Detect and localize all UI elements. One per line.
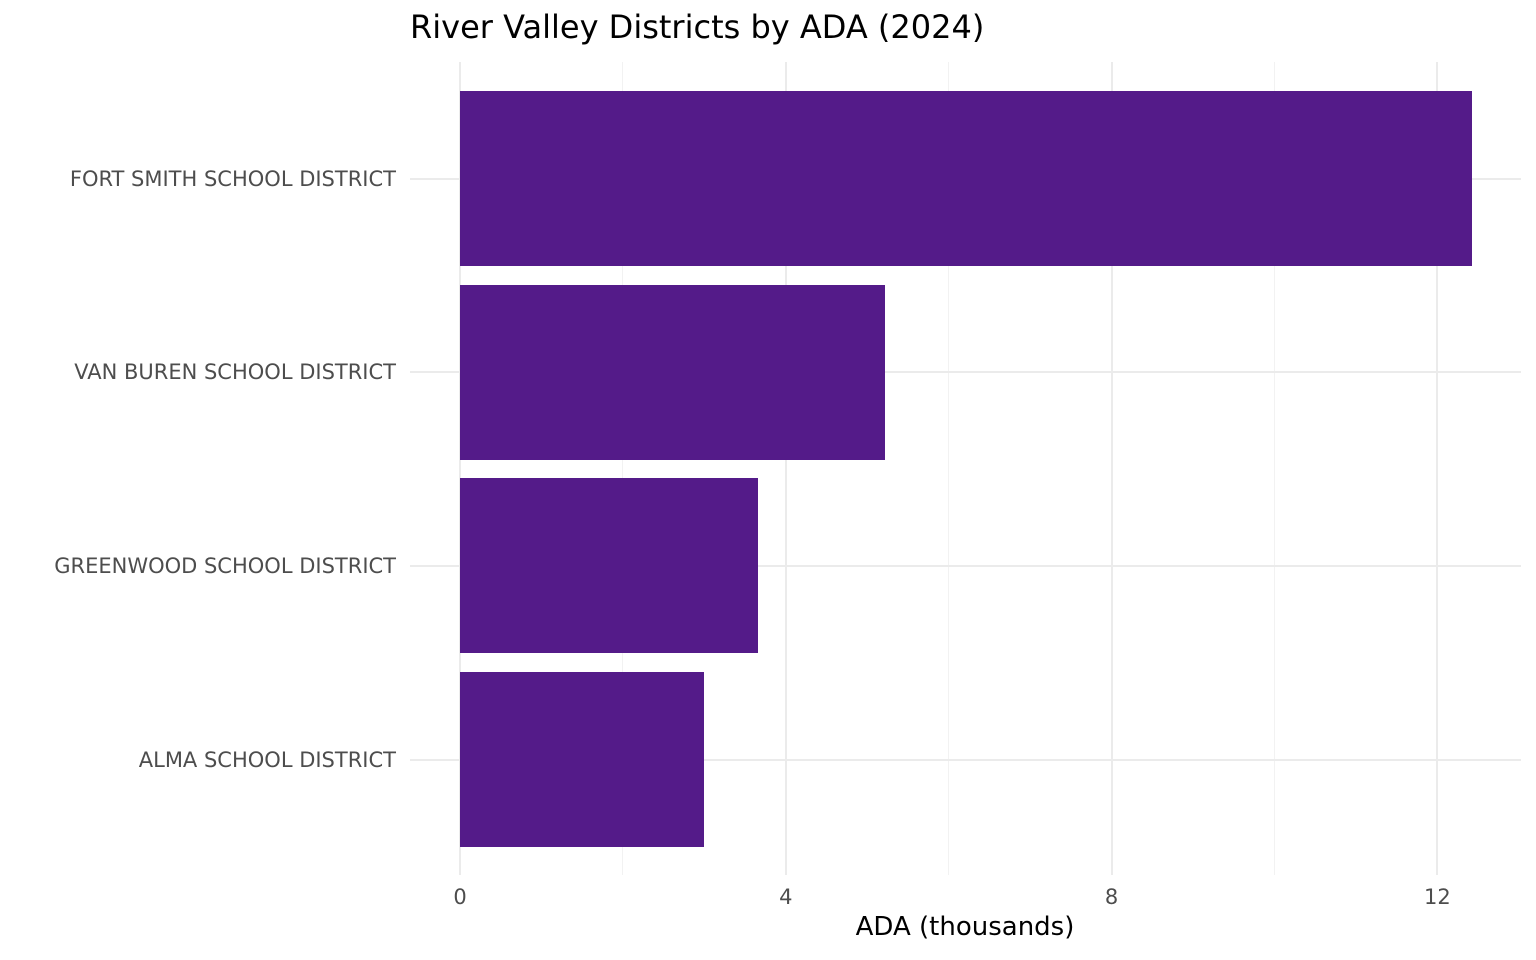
- y-axis-label: GREENWOOD SCHOOL DISTRICT: [54, 553, 396, 578]
- y-gridline: [410, 564, 1521, 567]
- bar: [460, 478, 759, 654]
- x-tick-label: 12: [1424, 885, 1451, 909]
- y-gridline: [410, 758, 1521, 761]
- x-gridline: [621, 62, 623, 875]
- x-gridline: [784, 62, 787, 875]
- bar: [460, 91, 1472, 266]
- plot-panel: [410, 62, 1521, 875]
- x-gridline: [1110, 62, 1113, 875]
- bar: [460, 672, 705, 848]
- x-gridline: [459, 62, 461, 875]
- y-axis-label: VAN BUREN SCHOOL DISTRICT: [74, 360, 396, 385]
- x-tick-label: 4: [779, 885, 793, 909]
- x-gridline: [1436, 62, 1439, 875]
- x-axis-title: ADA (thousands): [855, 912, 1075, 942]
- y-axis-label: FORT SMITH SCHOOL DISTRICT: [69, 166, 396, 191]
- y-gridline: [410, 371, 1521, 374]
- x-tick-label: 0: [453, 885, 467, 909]
- x-tick-label: 8: [1104, 885, 1119, 909]
- chart-title: River Valley Districts by ADA (2024): [410, 8, 985, 46]
- y-axis-label: ALMA SCHOOL DISTRICT: [138, 747, 396, 772]
- bar: [460, 284, 886, 460]
- x-gridline: [947, 62, 949, 875]
- x-gridline: [1273, 62, 1275, 875]
